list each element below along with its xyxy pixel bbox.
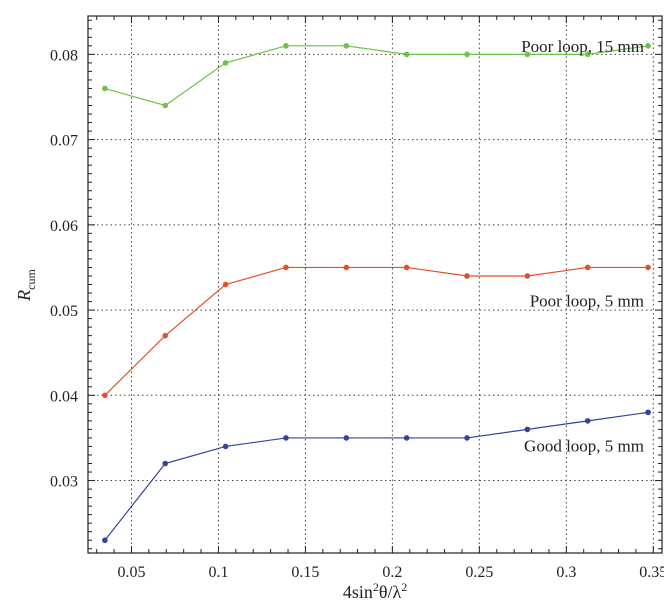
y-tick-label: 0.08 [50, 47, 78, 64]
axis-ticks: 0.05 0.1 0.15 0.2 0.25 0.3 0.35 0.03 0.04 0.05 0.0… [50, 16, 664, 581]
data-point [403, 264, 410, 271]
y-tick-label: 0.04 [50, 388, 78, 405]
series-labels: Poor loop, 15 mm Poor loop, 5 mm Good loop… [521, 37, 644, 456]
data-point [343, 43, 350, 49]
series-layer [102, 43, 651, 544]
data-point [222, 281, 229, 288]
series-label: Poor loop, 15 mm [521, 37, 644, 56]
series-line [104, 411, 649, 541]
plot-frame [87, 15, 663, 554]
series-3 [102, 409, 651, 544]
data-point [222, 60, 229, 66]
data-point [283, 264, 289, 271]
data-point [403, 435, 410, 441]
y-tick-label: 0.05 [50, 303, 78, 320]
data-point [524, 273, 531, 279]
x-tick-label: 0.25 [465, 564, 493, 581]
data-point [102, 537, 108, 544]
x-tick-label: 0.2 [382, 564, 402, 581]
x-tick-label: 0.05 [117, 564, 145, 581]
x-tick-label: 0.35 [639, 564, 664, 581]
data-point [403, 51, 410, 58]
y-tick-label: 0.06 [50, 218, 78, 235]
y-tick-label: 0.03 [50, 474, 78, 491]
x-tick-label: 0.1 [208, 564, 228, 581]
data-point [162, 332, 169, 339]
grid-lines [88, 16, 662, 553]
series-line [104, 266, 649, 396]
series-2 [102, 264, 651, 399]
data-point [343, 264, 350, 271]
data-point [524, 51, 531, 58]
x-tick-label: 0.3 [556, 564, 576, 581]
series-label: Good loop, 5 mm [524, 436, 644, 455]
data-point [524, 426, 531, 433]
data-point [162, 102, 169, 109]
data-point [464, 273, 470, 279]
data-point [102, 392, 108, 399]
data-point [343, 435, 350, 441]
series-1 [102, 43, 651, 109]
data-point [222, 443, 229, 450]
x-axis-title: 4sin2θ/λ2 [343, 580, 407, 602]
y-axis-title: Rcum [14, 269, 38, 302]
series-label: Poor loop, 5 mm [530, 291, 644, 310]
data-point [464, 51, 470, 58]
data-point [464, 435, 470, 441]
data-point [162, 460, 169, 467]
series-line [104, 45, 649, 107]
data-point [584, 264, 591, 271]
data-point [283, 43, 289, 49]
data-point [645, 409, 651, 416]
data-point [645, 43, 651, 49]
data-point [645, 264, 651, 271]
data-point [584, 51, 591, 58]
data-point [283, 435, 289, 441]
y-tick-label: 0.07 [50, 133, 78, 150]
data-point [102, 85, 108, 92]
data-point [584, 418, 591, 424]
x-tick-label: 0.15 [291, 564, 319, 581]
